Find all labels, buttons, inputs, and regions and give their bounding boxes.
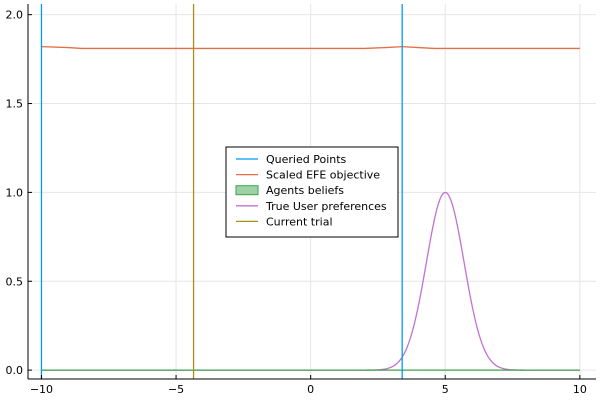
axes xyxy=(27,4,596,380)
y-tick-label: 1.5 xyxy=(6,98,24,111)
x-tick-label: 5 xyxy=(442,383,449,396)
legend: Queried Points Scaled EFE objective Agents… xyxy=(225,146,399,238)
x-tick-label: −10 xyxy=(30,383,53,396)
y-tick-label: 2.0 xyxy=(6,9,24,22)
y-tick-label: 0.5 xyxy=(6,275,24,288)
legend-label-current-trial: Current trial xyxy=(266,215,333,228)
y-tick-label: 1.0 xyxy=(6,186,24,199)
x-ticks: −10 −5 0 5 10 xyxy=(30,375,587,396)
legend-swatch-agents-beliefs xyxy=(235,185,259,196)
legend-label-true-user-preferences: True User preferences xyxy=(265,200,387,213)
x-tick-label: 0 xyxy=(307,383,314,396)
legend-label-scaled-efe-objective: Scaled EFE objective xyxy=(266,169,380,182)
y-ticks: 0.0 0.5 1.0 1.5 2.0 xyxy=(6,9,32,377)
y-tick-label: 0.0 xyxy=(6,364,24,377)
x-tick-label: −5 xyxy=(168,383,184,396)
x-tick-label: 10 xyxy=(573,383,587,396)
series-layer xyxy=(40,4,580,379)
legend-label-agents-beliefs: Agents beliefs xyxy=(266,184,344,197)
legend-label-queried-points: Queried Points xyxy=(266,153,347,166)
scaled-efe-objective-line xyxy=(41,45,580,50)
